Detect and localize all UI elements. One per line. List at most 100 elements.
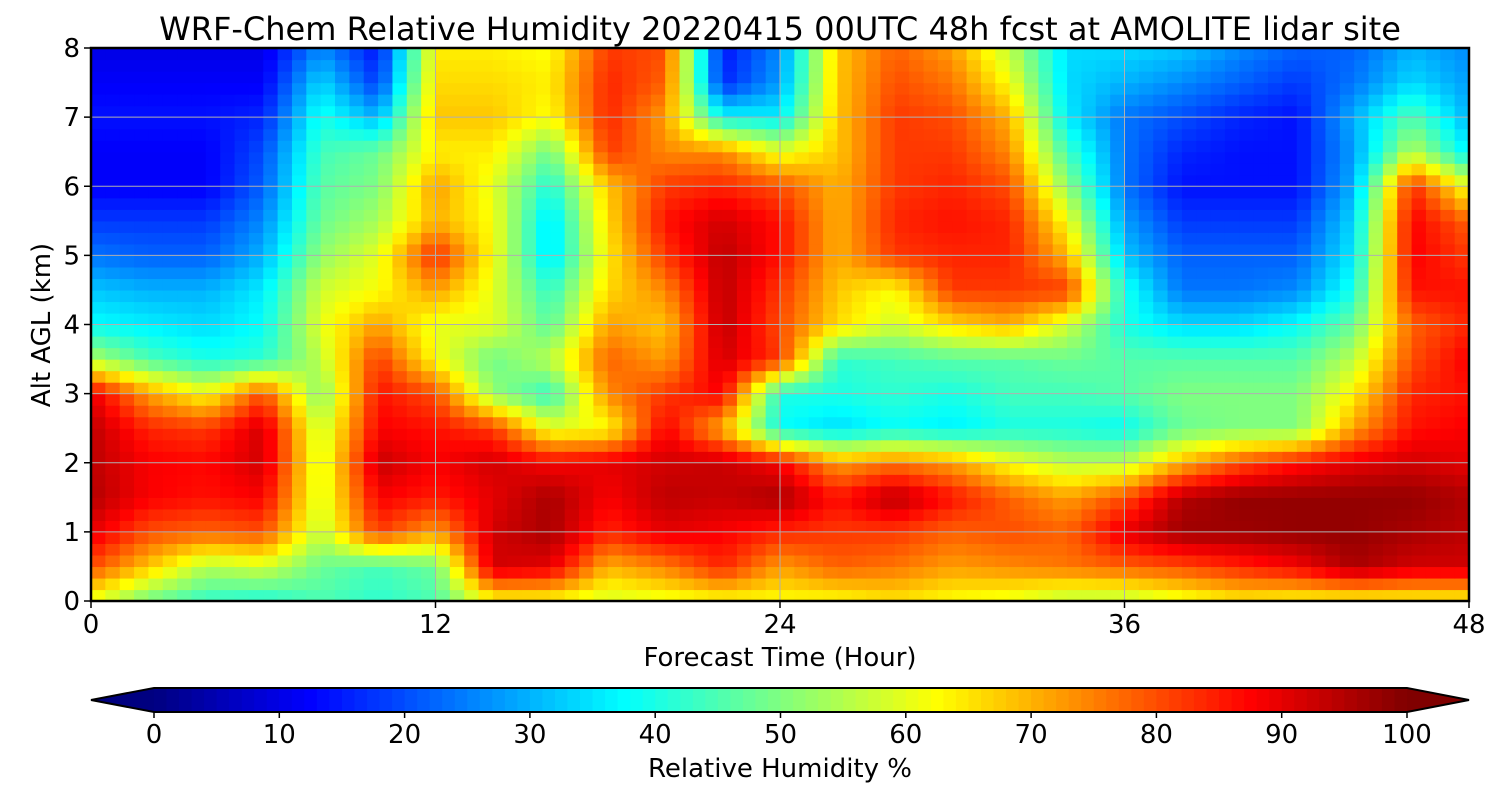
heatmap-cell <box>1196 520 1212 533</box>
heatmap-cell <box>1282 105 1298 118</box>
heatmap-cell <box>406 128 422 141</box>
heatmap-cell <box>234 94 250 107</box>
heatmap-cell <box>1224 485 1240 498</box>
heatmap-cell <box>693 255 709 268</box>
heatmap-cell <box>263 105 279 118</box>
heatmap-cell <box>636 94 652 107</box>
heatmap-cell <box>1024 543 1039 556</box>
heatmap-cell <box>564 577 580 591</box>
heatmap-cell <box>248 48 264 61</box>
heatmap-cell <box>1311 163 1327 176</box>
heatmap-cell <box>923 117 939 130</box>
heatmap-cell <box>1196 59 1212 72</box>
heatmap-cell <box>1224 589 1240 601</box>
heatmap-cell <box>1110 439 1126 452</box>
heatmap-cell <box>291 255 307 268</box>
heatmap-cell <box>234 428 250 441</box>
heatmap-cell <box>234 497 250 510</box>
heatmap-cell <box>923 531 939 544</box>
heatmap-cell <box>751 209 767 222</box>
heatmap-cell <box>1382 347 1398 360</box>
heatmap-cell <box>909 428 925 441</box>
heatmap-cell <box>952 174 968 187</box>
heatmap-cell <box>1339 497 1355 510</box>
heatmap-cell <box>808 151 824 164</box>
heatmap-cell <box>593 197 609 210</box>
heatmap-cell <box>277 82 293 95</box>
heatmap-cell <box>91 174 106 187</box>
heatmap-cell <box>1411 347 1427 360</box>
heatmap-cell <box>1268 508 1283 521</box>
heatmap-cell <box>507 266 523 280</box>
heatmap-cell <box>464 508 480 521</box>
heatmap-cell <box>1153 359 1169 372</box>
heatmap-cell <box>521 370 537 383</box>
heatmap-cell <box>1425 520 1441 533</box>
heatmap-cell <box>1239 186 1255 199</box>
heatmap-cell <box>248 174 264 187</box>
heatmap-cell <box>607 117 623 130</box>
heatmap-cell <box>780 174 795 187</box>
heatmap-cell <box>220 232 236 245</box>
heatmap-cell <box>1138 416 1154 429</box>
heatmap-cell <box>349 531 365 544</box>
heatmap-cell <box>1052 186 1068 199</box>
heatmap-cell <box>937 140 953 153</box>
heatmap-cell <box>421 59 437 72</box>
heatmap-cell <box>1440 543 1456 556</box>
heatmap-cell <box>363 197 379 210</box>
heatmap-cell <box>349 347 365 360</box>
heatmap-cell <box>1397 197 1413 210</box>
heatmap-cell <box>1354 301 1370 314</box>
heatmap-cell <box>679 554 695 568</box>
heatmap-cell <box>693 520 709 533</box>
heatmap-cell <box>579 243 594 256</box>
heatmap-cell <box>1382 220 1398 233</box>
heatmap-cell <box>995 163 1011 176</box>
heatmap-cell <box>794 589 810 601</box>
heatmap-cell <box>1181 531 1197 544</box>
heatmap-cell <box>1052 428 1068 441</box>
heatmap-cell <box>1167 405 1183 418</box>
heatmap-cell <box>607 393 623 406</box>
heatmap-cell <box>1009 520 1025 533</box>
heatmap-cell <box>105 451 121 464</box>
heatmap-cell <box>736 278 752 291</box>
heatmap-cell <box>378 577 394 591</box>
heatmap-cell <box>980 197 996 210</box>
heatmap-cell <box>263 255 279 268</box>
heatmap-cell <box>492 140 508 153</box>
heatmap-cell <box>119 566 135 579</box>
heatmap-cell <box>134 324 150 337</box>
heatmap-cell <box>1095 566 1111 579</box>
heatmap-cell <box>1224 531 1240 544</box>
heatmap-cell <box>1181 462 1197 475</box>
heatmap-cell <box>980 497 996 510</box>
heatmap-cell <box>1153 497 1169 510</box>
heatmap-cell <box>823 94 839 107</box>
heatmap-cell <box>1153 520 1169 533</box>
heatmap-cell <box>923 520 939 533</box>
heatmap-cell <box>134 405 150 418</box>
heatmap-cell <box>335 508 350 521</box>
heatmap-cell <box>708 336 724 349</box>
heatmap-cell <box>392 520 408 533</box>
heatmap-cell <box>91 71 106 84</box>
heatmap-cell <box>636 255 652 268</box>
heatmap-cell <box>780 197 795 210</box>
heatmap-cell <box>923 243 939 256</box>
heatmap-cell <box>277 589 293 601</box>
heatmap-cell <box>507 439 523 452</box>
heatmap-cell <box>1440 485 1456 498</box>
heatmap-cell <box>234 566 250 579</box>
heatmap-cell <box>492 186 508 199</box>
heatmap-cell <box>91 474 106 487</box>
heatmap-cell <box>248 508 264 521</box>
heatmap-cell <box>220 577 236 591</box>
heatmap-cell <box>607 312 623 326</box>
y-tick-label: 2 <box>63 449 80 479</box>
heatmap-cell <box>335 128 350 141</box>
heatmap-cell <box>148 278 164 291</box>
heatmap-cell <box>1239 324 1255 337</box>
heatmap-cell <box>550 301 566 314</box>
